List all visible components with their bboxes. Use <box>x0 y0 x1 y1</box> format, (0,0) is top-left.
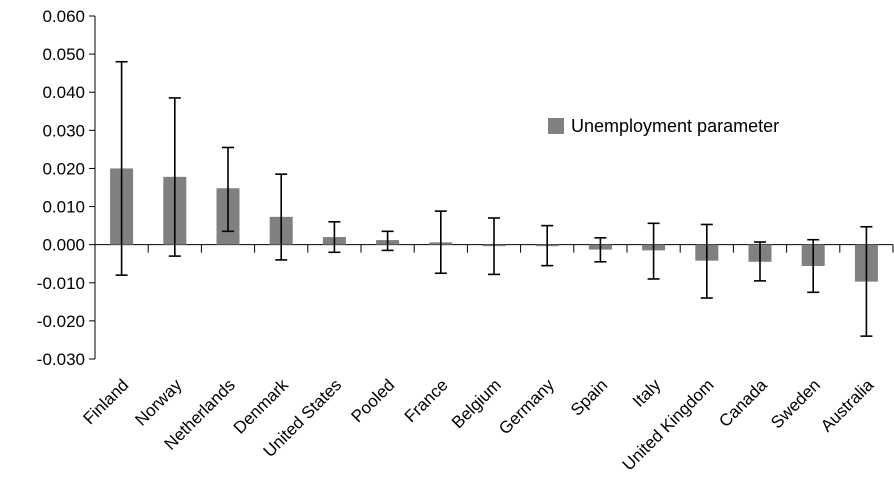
legend-label: Unemployment parameter <box>571 116 779 136</box>
y-tick-label: 0.030 <box>42 121 85 140</box>
category-label: Australia <box>817 375 878 436</box>
error-bars <box>115 60 873 337</box>
y-tick-label: -0.020 <box>37 312 85 331</box>
y-tick-label: 0.050 <box>42 45 85 64</box>
legend: Unemployment parameter <box>548 116 779 136</box>
legend-swatch <box>548 118 564 134</box>
category-label: Canada <box>715 375 771 431</box>
category-label: Germany <box>495 375 558 438</box>
y-tick-label: 0.060 <box>42 7 85 26</box>
category-label: Finland <box>80 375 133 428</box>
y-tick-label: 0.040 <box>42 83 85 102</box>
category-label: Pooled <box>348 375 399 426</box>
y-tick-label: -0.030 <box>37 350 85 369</box>
category-label: United Kingdom <box>619 375 718 474</box>
category-label: Norway <box>131 375 186 430</box>
y-tick-label: 0.000 <box>42 236 85 255</box>
y-tick-label: 0.010 <box>42 198 85 217</box>
y-axis: 0.060 0.050 0.040 0.030 0.020 0.010 0.000 -0.01… <box>37 7 96 369</box>
y-tick-label: 0.020 <box>42 159 85 178</box>
category-label: Italy <box>629 375 665 411</box>
category-label: Spain <box>567 375 611 419</box>
y-tick-label: -0.010 <box>37 274 85 293</box>
category-label: Sweden <box>767 375 824 432</box>
category-label: France <box>401 375 452 426</box>
